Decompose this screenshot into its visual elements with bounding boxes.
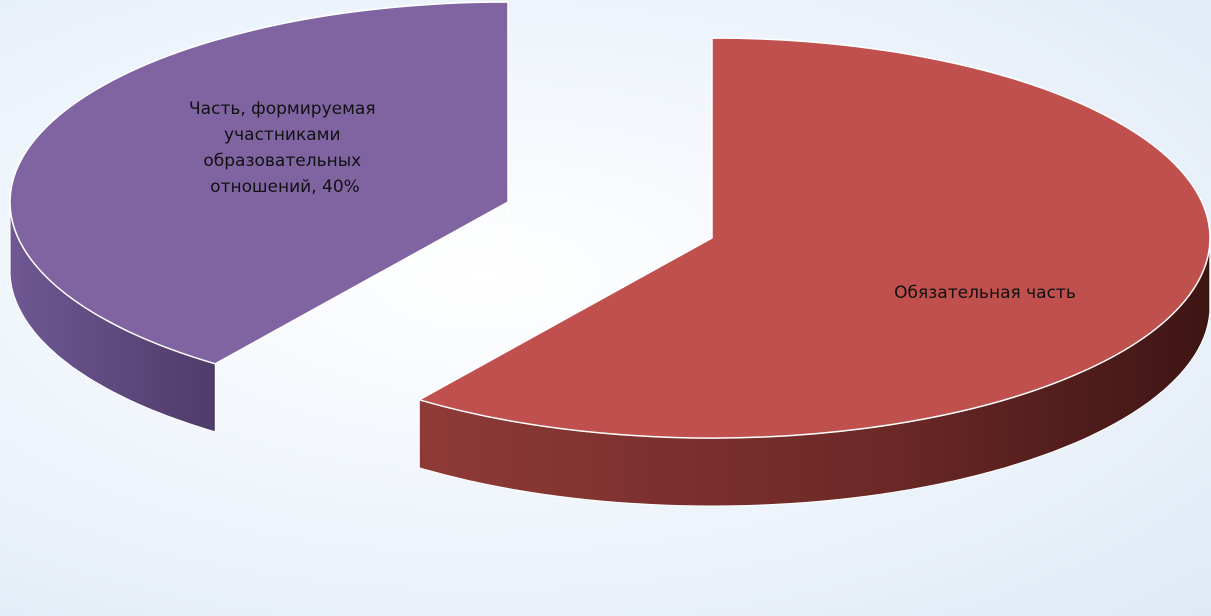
data-label-line: образовательных: [203, 151, 361, 171]
data-label-line: участниками: [224, 125, 341, 145]
data-label-line: Обязательная часть: [894, 283, 1076, 303]
data-label-line: Часть, формируемая: [189, 99, 376, 119]
slice-participants-part: [9, 1, 509, 433]
data-label-mandatory-part: Обязательная часть: [894, 283, 1076, 303]
slice-participants-top-face: [9, 1, 509, 365]
slice-mandatory-top-face: [418, 37, 1211, 439]
data-label-line: отношений, 40%: [210, 177, 360, 197]
data-label-participants-part: Часть, формируемая участниками образоват…: [189, 99, 381, 197]
slice-mandatory-part: [418, 37, 1211, 507]
